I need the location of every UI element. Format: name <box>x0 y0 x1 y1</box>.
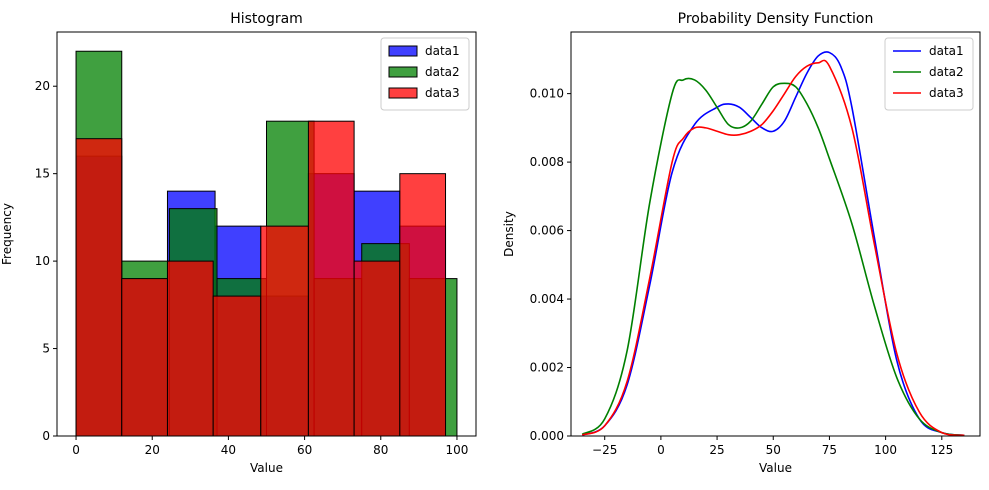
histogram-title: Histogram <box>230 11 303 27</box>
y-tick-label: 0 <box>42 429 50 443</box>
histogram-bar-data3 <box>75 138 123 437</box>
pdf-y-ticks: 0.000 0.002 0.004 0.006 0.008 0.010 <box>530 87 571 443</box>
y-tick-label: 0.010 <box>530 87 564 101</box>
x-tick-label: 60 <box>297 443 312 457</box>
histogram-panel: Histogram 0 20 40 60 80 100 0 5 10 15 20 Value Fr… <box>0 11 477 475</box>
x-tick-label: 80 <box>373 443 388 457</box>
y-tick-label: 0.006 <box>530 224 564 238</box>
pdf-lines <box>581 51 965 437</box>
x-tick-label: 40 <box>221 443 236 457</box>
histogram-bar-data3 <box>166 260 214 437</box>
legend-label: data3 <box>425 86 460 100</box>
histogram-bar-data3 <box>307 120 355 437</box>
legend-entry-data3: data3 <box>893 86 964 100</box>
pdf-y-axis-label: Density <box>502 211 516 257</box>
legend-swatch <box>388 87 418 99</box>
x-tick-label: 25 <box>709 443 724 457</box>
x-tick-label: 100 <box>874 443 897 457</box>
histogram-legend: data1 data2 data3 <box>380 37 470 111</box>
histogram-bar-data3 <box>353 260 401 437</box>
y-tick-label: 20 <box>35 79 50 93</box>
pdf-x-ticks: −25 0 25 50 75 100 125 <box>592 436 953 457</box>
pdf-legend: data1 data2 data3 <box>884 37 974 111</box>
x-tick-label: 20 <box>145 443 160 457</box>
legend-swatch <box>388 45 418 57</box>
y-tick-label: 0.008 <box>530 155 564 169</box>
pdf-panel: Probability Density Function −25 0 25 50 75 1… <box>502 11 981 475</box>
x-tick-label: −25 <box>592 443 617 457</box>
y-tick-label: 5 <box>42 342 50 356</box>
x-tick-label: 0 <box>657 443 665 457</box>
histogram-x-axis-label: Value <box>250 461 283 475</box>
legend-label: data2 <box>929 65 964 79</box>
x-tick-label: 0 <box>72 443 80 457</box>
pdf-x-axis-label: Value <box>759 461 792 475</box>
histogram-axes-frame <box>56 31 477 437</box>
y-tick-label: 15 <box>35 167 50 181</box>
histogram-x-ticks: 0 20 40 60 80 100 <box>72 436 468 457</box>
legend-entry-data1: data1 <box>388 44 460 58</box>
y-tick-label: 0.002 <box>530 361 564 375</box>
pdf-axes-frame <box>570 31 981 437</box>
histogram-bar-data3 <box>121 278 168 437</box>
legend-entry-data2: data2 <box>893 65 964 79</box>
histogram-y-axis-label: Frequency <box>0 203 14 265</box>
legend-entry-data3: data3 <box>388 86 460 100</box>
x-tick-label: 75 <box>822 443 837 457</box>
histogram-y-ticks: 0 5 10 15 20 <box>35 79 57 443</box>
legend-swatch <box>388 66 418 78</box>
pdf-line-data2 <box>581 77 965 437</box>
x-tick-label: 100 <box>446 443 469 457</box>
legend-entry-data2: data2 <box>388 65 460 79</box>
legend-label: data1 <box>929 44 964 58</box>
legend-label: data2 <box>425 65 460 79</box>
histogram-bar-data3 <box>260 225 309 437</box>
legend-box <box>884 37 974 111</box>
legend-entry-data1: data1 <box>893 44 964 58</box>
pdf-title: Probability Density Function <box>678 11 874 27</box>
y-tick-label: 0.004 <box>530 292 564 306</box>
y-tick-label: 10 <box>35 254 50 268</box>
legend-label: data1 <box>425 44 460 58</box>
legend-label: data3 <box>929 86 964 100</box>
pdf-line-data3 <box>581 59 965 437</box>
histogram-bar-data3 <box>212 295 262 437</box>
histogram-bars <box>75 50 458 437</box>
x-tick-label: 125 <box>930 443 953 457</box>
y-tick-label: 0.000 <box>530 429 564 443</box>
x-tick-label: 50 <box>766 443 781 457</box>
histogram-bar-data3 <box>399 173 447 437</box>
